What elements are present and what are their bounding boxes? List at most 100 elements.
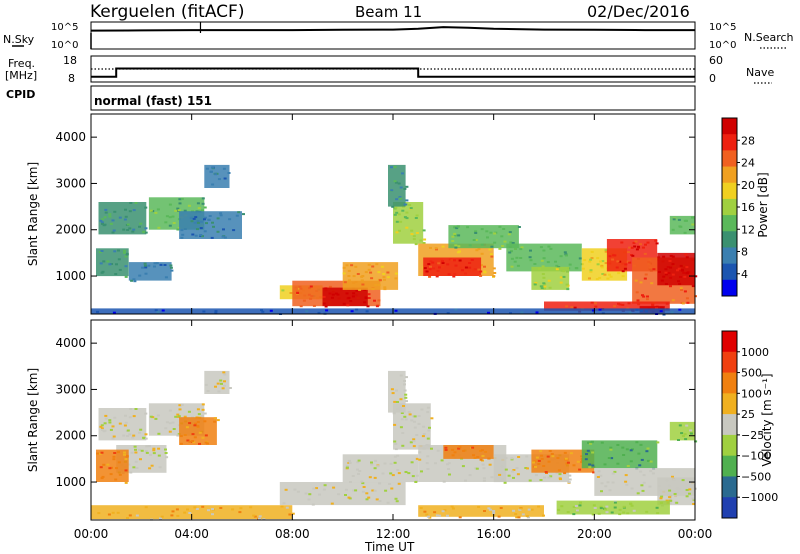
velocity-speck xyxy=(188,440,192,443)
velocity-speck xyxy=(600,482,604,485)
power-speck xyxy=(102,260,106,263)
velocity-speck xyxy=(368,476,372,479)
velocity-speck xyxy=(373,489,377,492)
power-speck xyxy=(446,312,450,314)
velocity-speck xyxy=(683,433,687,436)
velocity-speck xyxy=(176,413,180,416)
power-speck xyxy=(628,311,632,314)
power-speck xyxy=(423,267,427,270)
velocity-speck xyxy=(393,423,397,426)
velocity-speck xyxy=(404,471,408,473)
power-speck xyxy=(680,289,684,291)
power-speck xyxy=(613,254,617,257)
velocity-speck xyxy=(412,438,416,441)
velocity-speck xyxy=(194,422,198,425)
velocity-speck xyxy=(196,408,200,411)
velocity-speck xyxy=(312,487,316,490)
power-speck xyxy=(652,268,656,271)
velocity-region-6 xyxy=(342,454,419,483)
power-speck xyxy=(398,196,402,199)
power-speck xyxy=(422,229,426,232)
power-speck xyxy=(581,267,585,270)
power-speck xyxy=(559,255,563,258)
velocity-speck xyxy=(475,467,479,470)
power-speck xyxy=(588,277,591,280)
power-speck xyxy=(216,230,220,233)
velocity-speck xyxy=(691,497,695,500)
velocity-speck xyxy=(391,392,395,395)
velocity-speck xyxy=(378,482,382,485)
velocity-colorbar-label: 25 xyxy=(741,408,755,421)
power-speck xyxy=(367,263,371,266)
velocity-speck xyxy=(624,474,628,477)
velocity-region-9 xyxy=(443,445,494,459)
freq-right-tick-bottom: 0 xyxy=(709,72,716,85)
power-speck xyxy=(516,264,520,267)
power-speck xyxy=(477,247,481,250)
power-speck xyxy=(112,311,116,314)
power-speck xyxy=(543,287,546,290)
velocity-speck xyxy=(482,479,486,482)
velocity-speck xyxy=(138,448,141,451)
power-speck xyxy=(589,258,593,261)
velocity-speck xyxy=(636,492,640,495)
velocity-speck xyxy=(262,518,266,521)
velocity-speck xyxy=(373,467,377,470)
power-speck xyxy=(503,240,507,243)
velocity-speck xyxy=(430,417,434,420)
power-speck xyxy=(100,218,104,221)
power-speck xyxy=(106,260,110,263)
velocity-speck xyxy=(649,470,653,473)
power-speck xyxy=(164,276,168,279)
power-region-23 xyxy=(204,164,230,188)
velocity-speck xyxy=(441,510,445,513)
power-colorbar-swatch xyxy=(722,150,737,168)
power-speck xyxy=(685,266,689,269)
velocity-speck xyxy=(204,434,208,437)
velocity-speck xyxy=(145,445,149,448)
velocity-speck xyxy=(572,505,576,508)
velocity-speck xyxy=(677,439,680,441)
power-speck xyxy=(180,229,184,232)
velocity-speck xyxy=(446,514,449,517)
velocity-speck xyxy=(629,460,633,463)
power-speck xyxy=(174,209,178,212)
velocity-speck xyxy=(519,507,523,510)
power-speck xyxy=(542,276,546,279)
power-speck xyxy=(210,236,214,239)
velocity-speck xyxy=(640,484,644,487)
velocity-speck xyxy=(490,476,494,479)
power-speck xyxy=(599,260,602,263)
power-speck xyxy=(144,227,148,230)
velocity-speck xyxy=(393,455,397,458)
power-speck xyxy=(355,289,359,292)
velocity-speck xyxy=(605,505,609,508)
power-speck xyxy=(108,215,112,218)
power-speck xyxy=(621,275,625,278)
power-speck xyxy=(309,285,313,288)
velocity-speck xyxy=(444,446,448,449)
power-speck xyxy=(144,272,148,275)
power-speck xyxy=(289,292,293,294)
velocity-speck xyxy=(629,449,633,452)
power-speck xyxy=(205,167,209,170)
velocity-speck xyxy=(213,420,217,423)
velocity-speck xyxy=(591,451,595,454)
power-speck xyxy=(399,186,403,189)
power-speck xyxy=(192,217,196,220)
power-speck xyxy=(686,301,690,304)
velocity-speck xyxy=(597,512,601,515)
velocity-speck xyxy=(395,389,398,392)
power-speck xyxy=(414,217,418,219)
velocity-speck xyxy=(307,498,311,501)
velocity-speck xyxy=(112,455,116,458)
power-speck xyxy=(128,227,132,230)
velocity-speck xyxy=(426,455,430,458)
power-speck xyxy=(623,267,627,270)
power-speck xyxy=(541,265,545,268)
velocity-speck xyxy=(111,511,115,514)
velocity-speck xyxy=(603,508,607,511)
velocity-speck xyxy=(440,459,444,462)
velocity-colorbar-swatch xyxy=(722,351,737,374)
power-speck xyxy=(346,304,350,307)
